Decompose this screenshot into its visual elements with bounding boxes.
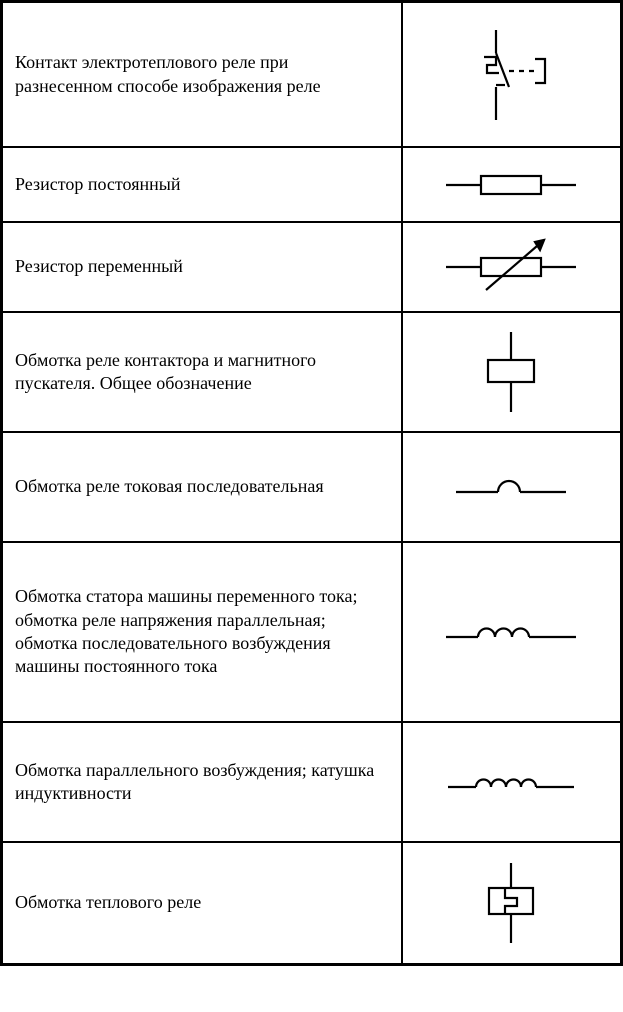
row-label: Обмотка реле контактора и магнитного пус… — [3, 313, 403, 431]
table-row: Обмотка параллельного возбуждения; катуш… — [3, 723, 620, 843]
row-symbol — [403, 843, 619, 963]
current-coil-1loop-icon — [446, 467, 576, 507]
row-symbol — [403, 723, 619, 841]
inductor-4loops-icon — [436, 762, 586, 802]
row-label: Обмотка теплового реле — [3, 843, 403, 963]
row-symbol — [403, 543, 619, 721]
row-label: Контакт электротеплового реле при разнес… — [3, 3, 403, 146]
row-label: Резистор переменный — [3, 223, 403, 311]
table-row: Резистор переменный — [3, 223, 620, 313]
row-label: Обмотка статора машины переменного тока;… — [3, 543, 403, 721]
table-row: Резистор постоянный — [3, 148, 620, 223]
row-symbol — [403, 148, 619, 221]
table-row: Обмотка реле токовая последовательная — [3, 433, 620, 543]
row-label: Обмотка реле токовая последовательная — [3, 433, 403, 541]
thermal-relay-coil-icon — [471, 858, 551, 948]
row-symbol — [403, 3, 619, 146]
table-row: Обмотка статора машины переменного тока;… — [3, 543, 620, 723]
row-symbol — [403, 433, 619, 541]
symbols-table: Контакт электротеплового реле при разнес… — [0, 0, 623, 966]
relay-coil-icon — [471, 327, 551, 417]
fixed-resistor-icon — [436, 165, 586, 205]
thermal-relay-contact-icon — [451, 25, 571, 125]
row-label: Резистор постоянный — [3, 148, 403, 221]
stator-coil-3loops-icon — [436, 612, 586, 652]
table-row: Обмотка реле контактора и магнитного пус… — [3, 313, 620, 433]
table-row: Обмотка теплового реле — [3, 843, 620, 963]
row-label: Обмотка параллельного возбуждения; катуш… — [3, 723, 403, 841]
row-symbol — [403, 313, 619, 431]
table-row: Контакт электротеплового реле при разнес… — [3, 3, 620, 148]
variable-resistor-icon — [436, 232, 586, 302]
row-symbol — [403, 223, 619, 311]
